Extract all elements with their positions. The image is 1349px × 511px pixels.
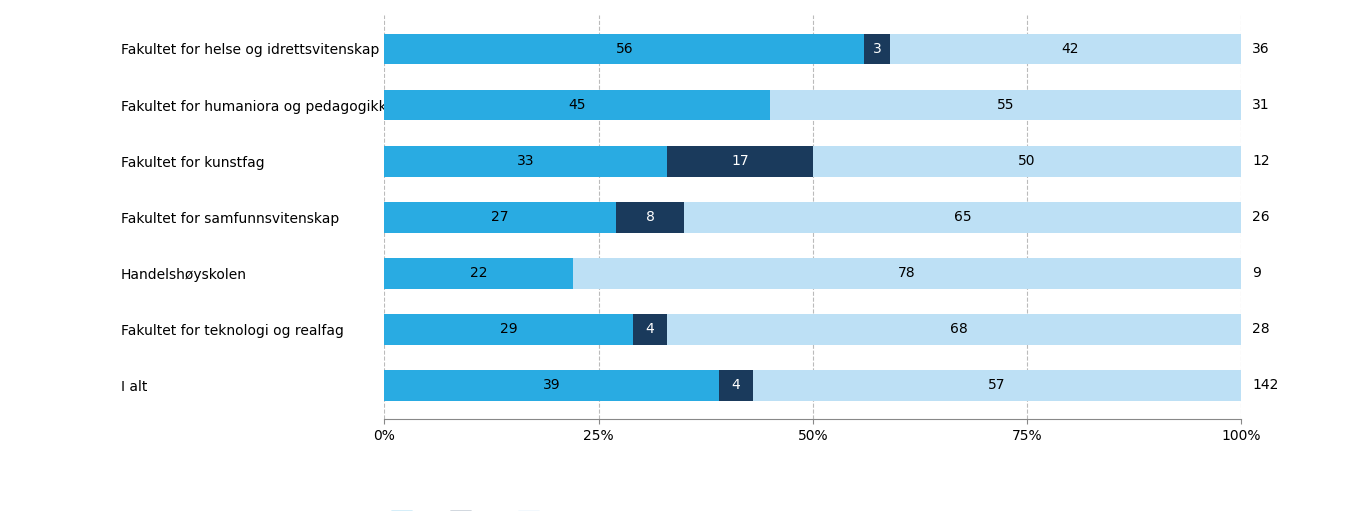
Text: 33: 33	[517, 154, 534, 168]
Text: 9: 9	[1252, 266, 1261, 280]
Text: 36: 36	[1252, 42, 1269, 56]
Text: 31: 31	[1252, 98, 1269, 112]
Text: 8: 8	[646, 210, 654, 224]
Bar	[770, 89, 1241, 121]
Text: 12: 12	[1252, 154, 1269, 168]
Bar	[384, 89, 770, 121]
Bar	[633, 314, 668, 345]
Text: 4: 4	[646, 322, 654, 336]
Text: 142: 142	[1252, 378, 1279, 392]
Bar	[384, 370, 719, 401]
Text: 45: 45	[568, 98, 585, 112]
Bar	[384, 202, 615, 233]
Bar	[684, 202, 1241, 233]
Bar	[668, 146, 812, 176]
Text: 65: 65	[954, 210, 971, 224]
Text: 3: 3	[873, 42, 881, 56]
Text: 4: 4	[731, 378, 741, 392]
Text: 56: 56	[615, 42, 633, 56]
Text: 68: 68	[950, 322, 967, 336]
Text: 42: 42	[1062, 42, 1078, 56]
Bar	[753, 370, 1241, 401]
Bar	[384, 314, 633, 345]
Bar	[384, 258, 573, 289]
Text: 27: 27	[491, 210, 509, 224]
Bar	[615, 202, 684, 233]
Text: 78: 78	[898, 266, 916, 280]
Bar	[668, 314, 1249, 345]
Text: 50: 50	[1018, 154, 1036, 168]
Text: 17: 17	[731, 154, 749, 168]
Text: 28: 28	[1252, 322, 1269, 336]
Bar	[865, 34, 890, 64]
Bar	[719, 370, 753, 401]
Text: 55: 55	[997, 98, 1014, 112]
Bar	[384, 34, 865, 64]
Bar	[812, 146, 1241, 176]
Text: 26: 26	[1252, 210, 1269, 224]
Text: 39: 39	[542, 378, 560, 392]
Text: 57: 57	[989, 378, 1006, 392]
Bar	[384, 146, 668, 176]
Bar	[573, 258, 1241, 289]
Text: 29: 29	[500, 322, 518, 336]
Text: 22: 22	[469, 266, 487, 280]
Bar	[890, 34, 1249, 64]
